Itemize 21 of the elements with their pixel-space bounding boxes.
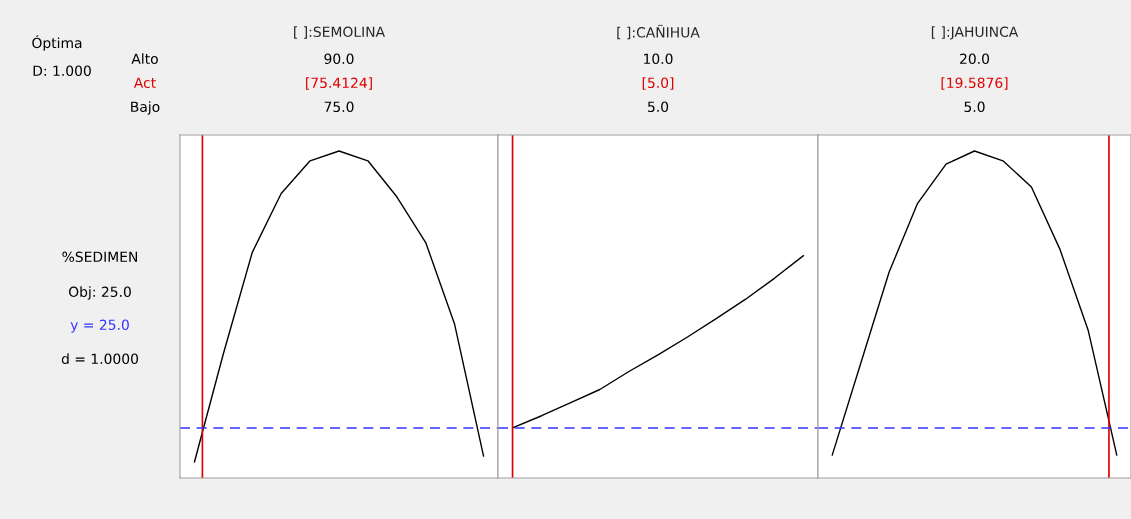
text: Bajo — [131, 101, 160, 115]
text: Act — [133, 77, 156, 89]
text: 75.0 — [324, 101, 354, 113]
text: 5.0 — [648, 101, 669, 113]
chart-title: [ ]:SEMOLINA — [294, 26, 385, 39]
text: 90.0 — [324, 53, 354, 65]
text: [19.5876] — [941, 77, 1008, 90]
text: Óptima — [32, 35, 82, 51]
chart-title: [ ]:JAHUINCA — [931, 26, 1019, 40]
text: [75.4124] — [306, 77, 372, 90]
text: 5.0 — [964, 101, 985, 113]
text: %SEDIMEN — [62, 251, 137, 263]
text: Alto — [131, 53, 158, 65]
text: [5.0] — [642, 77, 674, 90]
text: Obj: 25.0 — [68, 286, 131, 300]
text: d = 1.0000 — [61, 353, 139, 365]
text: 20.0 — [960, 53, 990, 65]
text: y = 25.0 — [70, 319, 129, 333]
text: D: 1.000 — [33, 65, 91, 77]
text: 10.0 — [644, 53, 673, 65]
chart-title: [ ]:CAÑIHUA — [617, 24, 700, 40]
